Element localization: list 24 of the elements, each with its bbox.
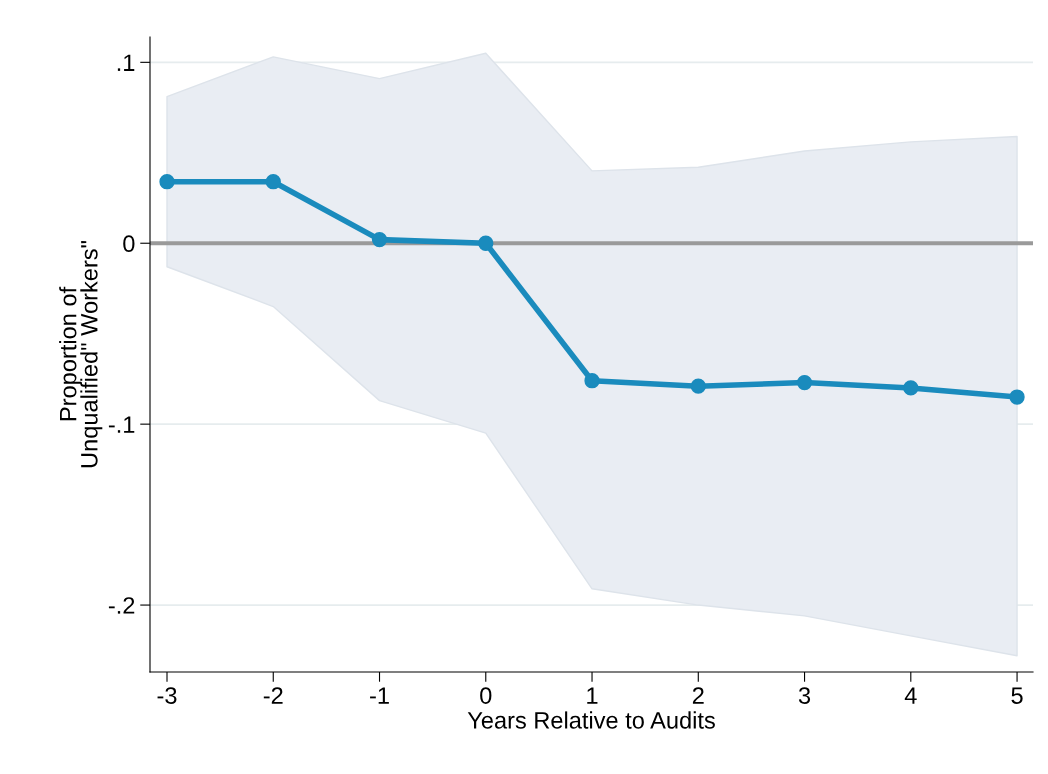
point [478,235,494,251]
x-tick-label: 1 [587,687,598,704]
point [690,378,706,394]
y-tick-label: -.2 [108,597,135,614]
x-tick-label: -3 [157,687,177,704]
x-tick-label: -1 [370,687,389,704]
x-axis-title: Years Relative to Audits [467,711,715,729]
x-tick-label: 3 [798,687,811,704]
point [265,174,281,190]
point [159,174,175,190]
y-tick-label: -.1 [108,416,135,433]
point [584,373,600,389]
y-axis-title: Proportion of Unqualified" Workers" [59,241,103,468]
x-tick-label: 0 [480,687,492,704]
point [903,380,919,396]
point [1009,389,1025,405]
point [371,231,388,248]
x-tick-label: 5 [1011,687,1023,704]
y-tick-label: .1 [117,54,135,71]
y-tick-label: 0 [123,235,135,253]
point [796,374,813,391]
x-tick-label: 2 [692,687,704,704]
x-tick-label: 4 [904,687,917,704]
x-tick-label: -2 [263,687,283,704]
